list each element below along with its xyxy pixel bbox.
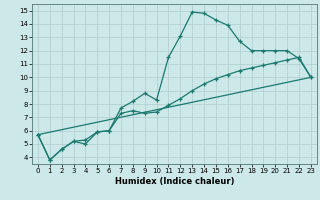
X-axis label: Humidex (Indice chaleur): Humidex (Indice chaleur) xyxy=(115,177,234,186)
